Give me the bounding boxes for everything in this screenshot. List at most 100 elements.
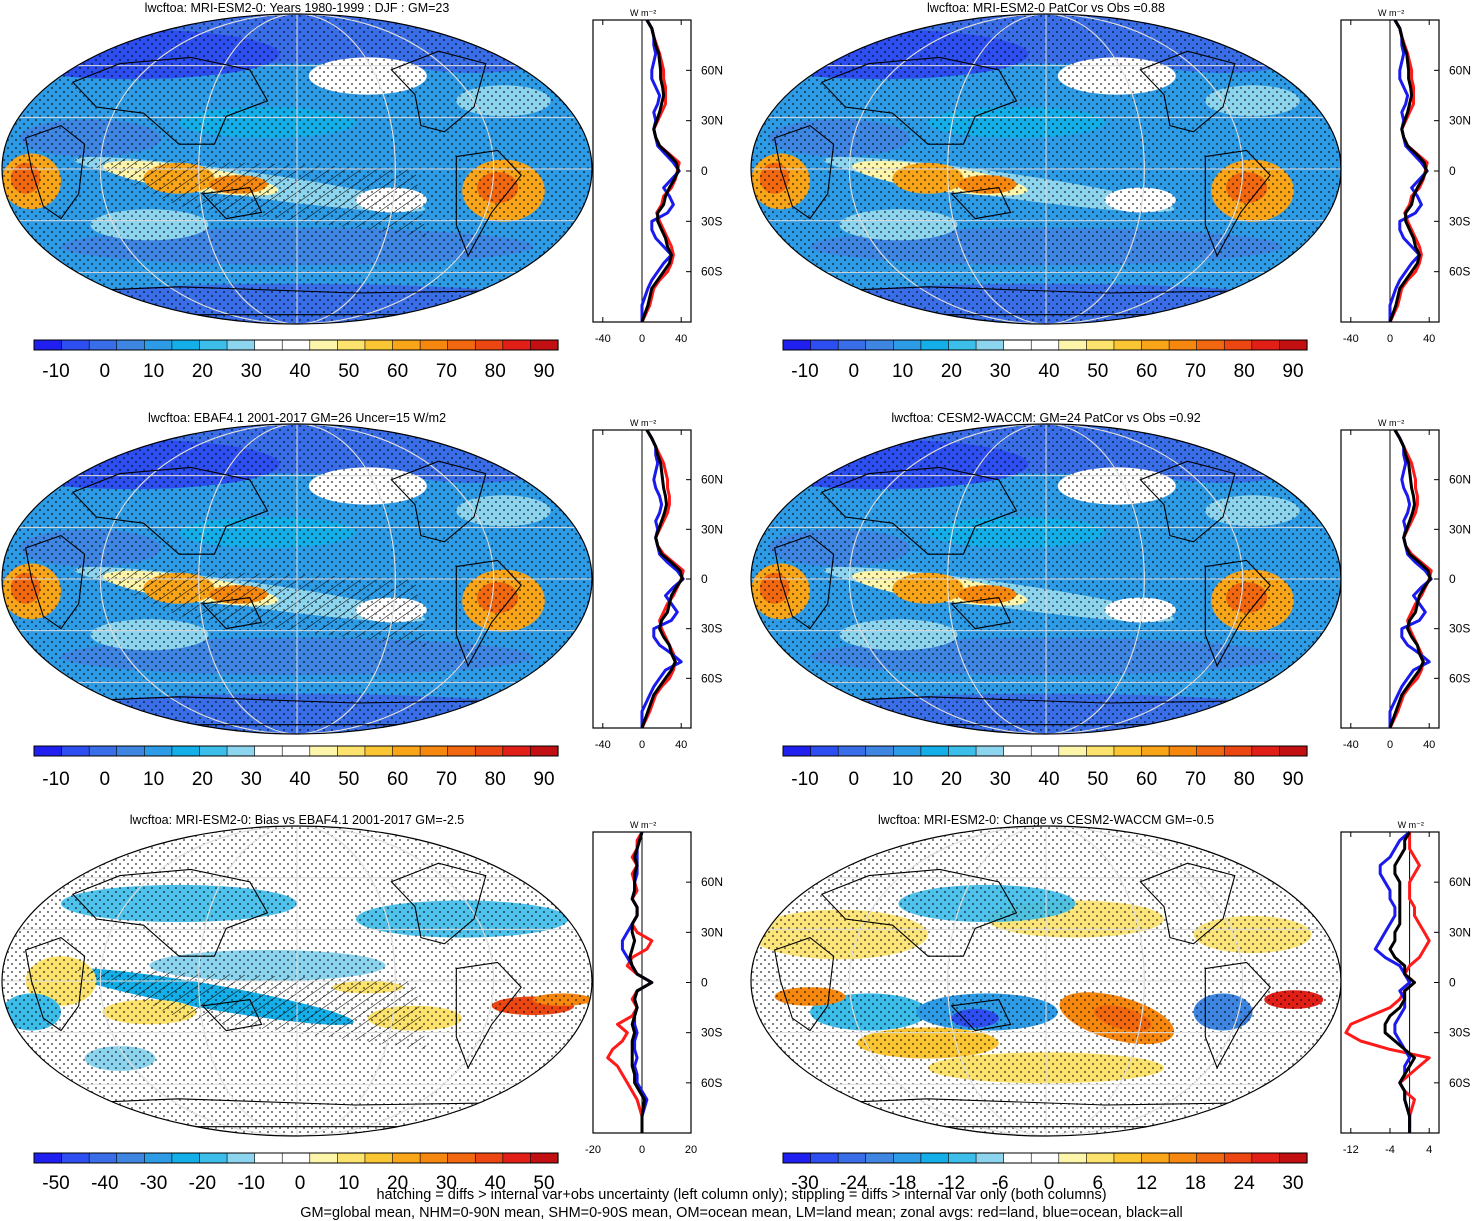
coastline bbox=[950, 597, 1012, 630]
map-title: lwcftoa: MRI-ESM2-0: Bias vs EBAF4.1 200… bbox=[130, 813, 465, 827]
colorbar-change: -30 -24 -18 -12 -6 0 6 12 18 24 30 bbox=[782, 1152, 1308, 1194]
zonal-land-line bbox=[1388, 19, 1429, 323]
map-field bbox=[2, 424, 592, 734]
colorbar-swatch bbox=[810, 745, 839, 757]
zonal-xtick-label: 0 bbox=[639, 739, 645, 751]
zonal-plot-model-clim: W m⁻² -40 0 40 60N 30N 0 30S 60S bbox=[592, 8, 723, 345]
map-title: lwcftoa: MRI-ESM2-0: Years 1980-1999 : D… bbox=[145, 1, 450, 15]
lon-gridline bbox=[848, 424, 1244, 734]
map-border bbox=[1, 13, 593, 325]
colorbar-model-patcor: -10 0 10 20 30 40 50 60 70 80 90 bbox=[782, 339, 1308, 382]
colorbar-tick-label: 0 bbox=[1044, 1173, 1055, 1194]
colorbar-tick-label: 80 bbox=[1234, 769, 1255, 790]
map-field bbox=[751, 424, 1341, 734]
zonal-all-line bbox=[640, 429, 684, 729]
coastline bbox=[820, 868, 1018, 957]
colorbar-swatch bbox=[447, 339, 476, 351]
colorbar-swatch bbox=[1279, 339, 1308, 351]
colorbar-tick-label: 0 bbox=[100, 361, 111, 382]
footer-note-legend: GM=global mean, NHM=0-90N mean, SHM=0-90… bbox=[300, 1205, 1183, 1221]
colorbar-tick-label: 24 bbox=[1234, 1173, 1256, 1194]
colorbar-tick-label: -10 bbox=[237, 1173, 264, 1194]
colorbar-tick-label: 30 bbox=[990, 769, 1011, 790]
colorbar-swatch bbox=[88, 1152, 118, 1164]
zonal-lat-label: 30N bbox=[701, 114, 723, 128]
zonal-lat-label: 0 bbox=[701, 976, 708, 990]
colorbar-tick-label: 10 bbox=[143, 361, 164, 382]
colorbar-swatch bbox=[474, 1152, 504, 1164]
zonal-xtick-label: 0 bbox=[639, 1144, 645, 1156]
colorbar-swatch bbox=[1113, 339, 1143, 351]
coastline bbox=[820, 466, 1018, 555]
colorbar-swatch bbox=[1223, 339, 1253, 351]
colorbar-tick-label: -10 bbox=[791, 769, 818, 790]
zonal-all-line bbox=[1388, 19, 1428, 323]
colorbar-swatch bbox=[502, 745, 532, 757]
colorbar-tick-label: 50 bbox=[1087, 769, 1108, 790]
colorbar-swatch bbox=[254, 1152, 283, 1164]
colorbar-swatch bbox=[199, 339, 228, 351]
colorbar-obs-clim: -10 0 10 20 30 40 50 60 70 80 90 bbox=[33, 745, 559, 790]
colorbar-swatch bbox=[1113, 1152, 1143, 1164]
colorbar-swatch bbox=[810, 339, 839, 351]
map-field bbox=[2, 826, 592, 1136]
coastline bbox=[1204, 559, 1271, 668]
colorbar-tick-label: -6 bbox=[992, 1173, 1009, 1194]
zonal-plot-bias: W m⁻² -20 0 20 60N 30N 0 30S 60S bbox=[585, 820, 723, 1156]
colorbar-tick-label: -10 bbox=[42, 361, 69, 382]
zonal-xtick-label: 40 bbox=[675, 333, 687, 345]
zonal-lat-label: 30S bbox=[1449, 622, 1470, 636]
colorbar-swatch bbox=[144, 339, 173, 351]
lon-gridline bbox=[198, 424, 396, 734]
colorbar-frame bbox=[33, 339, 559, 351]
colorbar-swatch bbox=[1196, 745, 1225, 757]
map-title: lwcftoa: MRI-ESM2-0 PatCor vs Obs =0.88 bbox=[927, 1, 1165, 15]
colorbar-swatch bbox=[1168, 1152, 1198, 1164]
colorbar-tick-label: 30 bbox=[241, 361, 262, 382]
colorbar-swatch bbox=[116, 1152, 145, 1164]
colorbar-swatch bbox=[782, 1152, 812, 1164]
coastline bbox=[950, 187, 1012, 220]
colorbar-tick-label: 20 bbox=[387, 1173, 408, 1194]
colorbar-swatch bbox=[893, 1152, 922, 1164]
colorbar-tick-label: 70 bbox=[1185, 769, 1206, 790]
coastline bbox=[1139, 50, 1236, 133]
colorbar-tick-label: 0 bbox=[295, 1173, 306, 1194]
colorbar-swatch bbox=[281, 1152, 311, 1164]
colorbar-swatch bbox=[502, 339, 532, 351]
colorbar-swatch bbox=[364, 339, 394, 351]
colorbar-frame bbox=[782, 1152, 1308, 1164]
colorbar-tick-label: 90 bbox=[1282, 769, 1303, 790]
colorbar-tick-label: 6 bbox=[1093, 1173, 1104, 1194]
colorbar-swatch bbox=[226, 745, 256, 757]
colorbar-swatch bbox=[1113, 745, 1143, 757]
zonal-lat-label: 60S bbox=[701, 265, 722, 279]
colorbar-swatch bbox=[865, 1152, 894, 1164]
colorbar-swatch bbox=[171, 745, 201, 757]
zonal-frame bbox=[1340, 831, 1440, 1134]
colorbar-swatch bbox=[893, 745, 922, 757]
zonal-lat-label: 0 bbox=[701, 164, 708, 178]
map-border bbox=[1, 825, 593, 1137]
colorbar-swatch bbox=[1003, 745, 1032, 757]
colorbar-tick-label: -12 bbox=[938, 1173, 965, 1194]
zonal-lat-label: 60S bbox=[701, 671, 722, 685]
colorbar-tick-label: 50 bbox=[338, 769, 359, 790]
colorbar-tick-label: 50 bbox=[338, 361, 359, 382]
coastline bbox=[24, 936, 86, 1032]
colorbar-swatch bbox=[199, 1152, 228, 1164]
zonal-xtick-label: -40 bbox=[595, 739, 611, 751]
colorbar-tick-label: 60 bbox=[1136, 361, 1157, 382]
colorbar-tick-label: 30 bbox=[990, 361, 1011, 382]
coastline bbox=[820, 56, 1018, 145]
zonal-ocean-line bbox=[1388, 429, 1433, 728]
zonal-lat-label: 60S bbox=[1449, 671, 1470, 685]
zonal-ocean-line bbox=[640, 19, 681, 322]
coastline bbox=[24, 534, 86, 630]
colorbar-tick-label: 10 bbox=[338, 1173, 359, 1194]
zonal-xtick-label: 0 bbox=[1387, 739, 1393, 751]
colorbar-swatch bbox=[281, 339, 311, 351]
map-title: lwcftoa: MRI-ESM2-0: Change vs CESM2-WAC… bbox=[878, 813, 1214, 827]
zonal-xtick-label: 40 bbox=[675, 739, 687, 751]
